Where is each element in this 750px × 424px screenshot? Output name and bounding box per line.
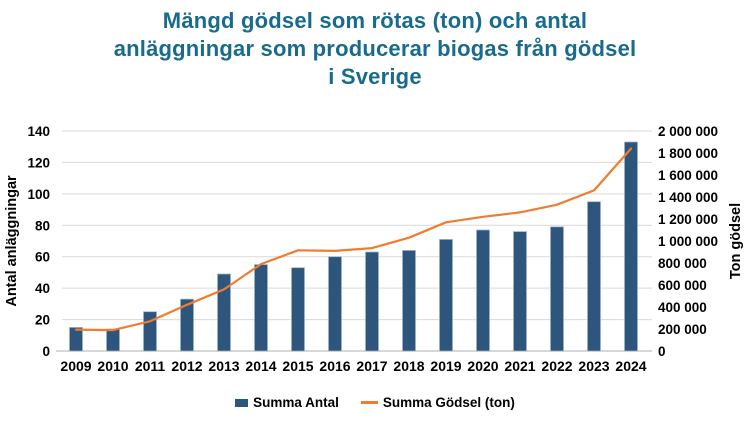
legend-line-swatch-icon (360, 401, 378, 404)
bar-2013 (217, 273, 231, 352)
x-axis-label-2013: 2013 (208, 358, 239, 374)
x-axis-label-2010: 2010 (97, 358, 128, 374)
bar-2022 (550, 226, 564, 352)
x-axis-label-2011: 2011 (135, 358, 166, 374)
left-axis-tick-label: 80 (35, 218, 50, 233)
chart-title-line-3: i Sverige (328, 64, 422, 89)
chart-title-line-2: anläggningar som producerar biogas från … (113, 36, 637, 61)
bar-2023 (587, 201, 601, 352)
x-axis-label-2020: 2020 (467, 358, 498, 374)
bar-2009 (69, 327, 83, 352)
x-axis-label-2017: 2017 (356, 358, 387, 374)
bar-2020 (476, 229, 490, 352)
right-axis-tick-label: 2 000 000 (658, 124, 718, 139)
legend-label-summa-godsel: Summa Gödsel (ton) (382, 395, 515, 410)
x-axis-label-2016: 2016 (319, 358, 350, 374)
godsel-line (74, 147, 633, 332)
legend-bar-swatch-icon (235, 398, 249, 407)
chart-legend: Summa Antal Summa Gödsel (ton) (0, 395, 750, 410)
chart-title: Mängd gödsel som rötas (ton) och antal a… (0, 7, 750, 91)
right-axis-tick-label: 1 200 000 (658, 212, 718, 227)
legend-item-summa-antal: Summa Antal (235, 395, 339, 410)
legend-label-summa-antal: Summa Antal (253, 395, 339, 410)
right-axis-tick-label: 0 (658, 344, 666, 359)
bar-2021 (513, 231, 527, 352)
left-axis-tick-label: 100 (27, 187, 50, 202)
bar-2014 (254, 264, 268, 352)
x-axis-label-2019: 2019 (430, 358, 461, 374)
right-axis-tick-label: 200 000 (658, 322, 707, 337)
x-axis-label-2022: 2022 (541, 358, 572, 374)
combo-chart-plot: 0 20 40 60 80 100 120 140 0 200 000 400 000 600 000… (4, 124, 744, 374)
bar-2018 (402, 250, 416, 352)
right-axis-tick-label: 1 400 000 (658, 190, 718, 205)
bar-2011 (143, 311, 157, 352)
left-axis-tick-label: 120 (27, 155, 50, 170)
x-axis-label-2024: 2024 (615, 358, 646, 374)
right-axis-tick-label: 1 600 000 (658, 168, 718, 183)
right-axis-tick-label: 1 000 000 (658, 234, 718, 249)
left-axis-tick-label: 20 (35, 313, 50, 328)
left-axis-title: Antal anläggningar (4, 175, 20, 307)
x-axis-label-2012: 2012 (171, 358, 202, 374)
x-axis-label-2009: 2009 (60, 358, 91, 374)
left-axis-tick-label: 40 (35, 281, 50, 296)
bar-2016 (328, 256, 342, 352)
x-axis-label-2021: 2021 (504, 358, 535, 374)
bar-2010 (106, 328, 120, 352)
left-axis-tick-label: 60 (35, 250, 50, 265)
x-axis-label-2015: 2015 (282, 358, 313, 374)
legend-item-summa-godsel: Summa Gödsel (ton) (360, 395, 515, 410)
right-axis-tick-label: 1 800 000 (658, 146, 718, 161)
bar-2012 (180, 298, 194, 352)
x-axis-label-2018: 2018 (393, 358, 424, 374)
right-axis-tick-label: 400 000 (658, 300, 707, 315)
left-axis-tick-label: 0 (42, 344, 50, 359)
bar-2017 (365, 251, 379, 352)
right-axis-tick-label: 800 000 (658, 256, 707, 271)
left-axis-tick-label: 140 (27, 124, 50, 139)
bar-2019 (439, 239, 453, 352)
bar-2024 (624, 141, 638, 352)
chart-title-line-1: Mängd gödsel som rötas (ton) och antal (162, 8, 588, 33)
x-axis-label-2014: 2014 (245, 358, 276, 374)
x-axis-label-2023: 2023 (578, 358, 609, 374)
bar-2015 (291, 267, 305, 352)
right-axis-tick-label: 600 000 (658, 278, 707, 293)
right-axis-title: Ton gödsel (728, 203, 744, 279)
